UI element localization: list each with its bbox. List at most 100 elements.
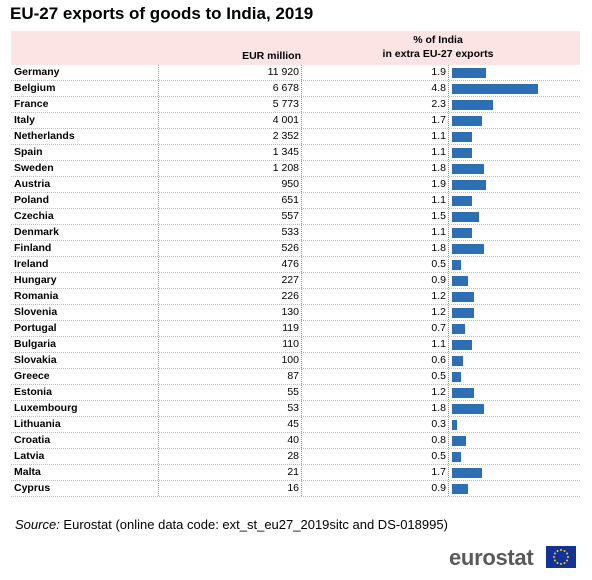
table-row: Finland 526 1.8 [11,241,580,257]
table-row: Czechia 557 1.5 [11,209,580,225]
flag-star [553,552,556,555]
column-header-eur: EUR million [242,50,301,62]
table-row: Slovakia 100 0.6 [11,353,580,369]
pct-bar [452,468,482,478]
pct-value: 1.7 [431,466,446,478]
flag-star [566,559,569,562]
country-label: Greece [14,370,50,382]
eur-value: 2 352 [272,130,299,142]
table-row: Cyprus 16 0.9 [11,481,580,497]
pct-value: 0.7 [431,322,446,334]
flag-star [567,556,569,558]
pct-bar [452,484,468,494]
table-row: Croatia 40 0.8 [11,433,580,449]
country-label: Finland [14,242,52,254]
pct-value: 0.5 [431,370,446,382]
pct-bar [452,292,474,302]
table-row: Slovenia 130 1.2 [11,305,580,321]
pct-value: 1.1 [431,194,446,206]
flag-star [553,559,556,562]
eur-value: 130 [281,306,299,318]
country-label: Lithuania [14,418,61,430]
country-label: Sweden [14,162,54,174]
column-header-pct: % of India in extra EU-27 exports [358,33,518,61]
eur-value: 950 [281,178,299,190]
eur-value: 6 678 [272,82,299,94]
country-label: Netherlands [14,130,75,142]
country-label: Ireland [14,258,49,270]
table-row: Belgium 6 678 4.8 [11,81,580,97]
country-label: France [14,98,49,110]
logo-text: eurostat [449,545,534,570]
pct-value: 0.3 [431,418,446,430]
eur-value: 119 [282,322,299,334]
flag-star [553,556,555,558]
pct-bar [452,260,461,270]
eur-value: 4 001 [272,114,299,126]
pct-bar [452,84,538,94]
eur-value: 45 [287,418,299,430]
pct-value: 1.1 [431,226,446,238]
flag-star [566,552,569,555]
pct-value: 1.1 [431,146,446,158]
eur-value: 53 [287,402,299,414]
pct-bar [452,452,461,462]
country-label: Malta [14,466,41,478]
table-row: Lithuania 45 0.3 [11,417,580,433]
pct-value: 4.8 [431,82,446,94]
table-row: France 5 773 2.3 [11,97,580,113]
pct-value: 1.8 [431,162,446,174]
pct-value: 1.7 [431,114,446,126]
source-note: Source: Eurostat (online data code: ext_… [15,517,448,532]
eur-value: 55 [287,386,299,398]
pct-bar [452,436,466,446]
table-row: Austria 950 1.9 [11,177,580,193]
eurostat-logo: eurostat [449,545,579,571]
pct-value: 1.5 [431,210,446,222]
table-row: Greece 87 0.5 [11,369,580,385]
country-label: Spain [14,146,43,158]
flag-star [560,563,562,565]
pct-bar [452,116,482,126]
table-header: EUR million % of India in extra EU-27 ex… [11,31,580,65]
pct-bar [452,132,472,142]
country-label: Bulgaria [14,338,57,350]
pct-value: 0.6 [431,354,446,366]
table-row: Poland 651 1.1 [11,193,580,209]
table-row: Malta 21 1.7 [11,465,580,481]
eur-value: 5 773 [272,98,299,110]
pct-bar [452,100,493,110]
pct-bar [452,148,472,158]
pct-bar [452,228,472,238]
country-label: Czechia [14,210,54,222]
pct-bar [452,164,484,174]
eur-value: 100 [281,354,299,366]
column-header-pct-line1: % of India [413,34,463,46]
country-label: Cyprus [14,482,51,494]
eur-value: 40 [287,434,299,446]
pct-value: 2.3 [431,98,446,110]
pct-bar [452,340,472,350]
eur-value: 16 [287,482,299,494]
table-row: Sweden 1 208 1.8 [11,161,580,177]
eur-value: 226 [281,290,299,302]
pct-value: 1.9 [431,178,446,190]
pct-bar [452,196,472,206]
table-row: Portugal 119 0.7 [11,321,580,337]
eur-value: 476 [281,258,299,270]
table-row: Denmark 533 1.1 [11,225,580,241]
eur-value: 11 920 [267,66,299,78]
eur-value: 87 [287,370,299,382]
flag-star [556,562,559,565]
column-separator [301,65,302,496]
flag-star [556,549,559,552]
table-row: Italy 4 001 1.7 [11,113,580,129]
pct-value: 1.2 [431,386,446,398]
pct-bar [452,308,474,318]
pct-value: 1.8 [431,402,446,414]
pct-bar [452,388,474,398]
eur-value: 28 [287,450,299,462]
country-label: Portugal [14,322,57,334]
chart-title: EU-27 exports of goods to India, 2019 [10,4,314,23]
pct-value: 0.5 [431,450,446,462]
